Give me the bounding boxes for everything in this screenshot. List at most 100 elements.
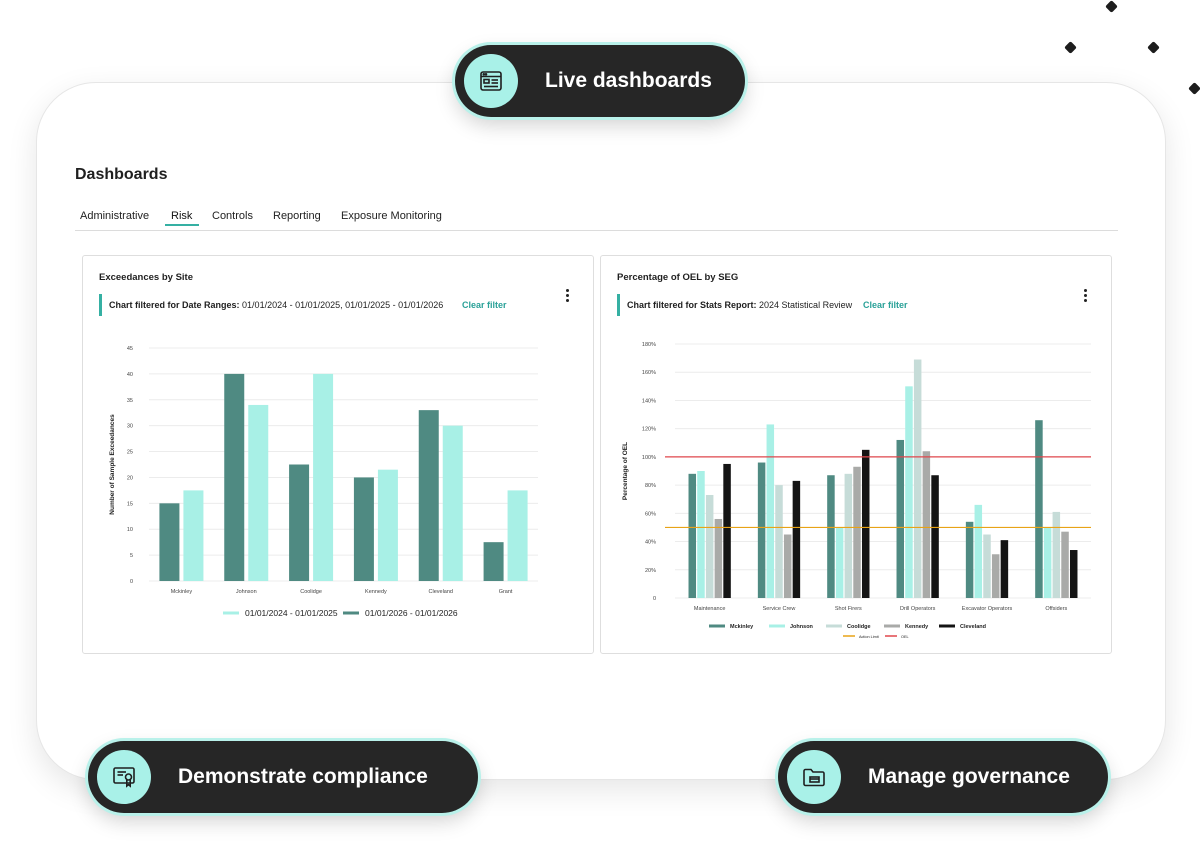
demonstrate-compliance-callout: Demonstrate compliance <box>88 741 478 813</box>
y-tick-label: 15 <box>127 501 133 507</box>
bar <box>913 359 922 598</box>
bar <box>183 490 204 581</box>
page-title: Dashboards <box>75 166 168 183</box>
exceedances-chart: 0 5 10 15 20 25 30 35 40 45 Number of Sample Excee… <box>109 346 538 618</box>
legend-label: OEL <box>901 635 909 639</box>
panel-title: Percentage of OEL by SEG <box>617 272 739 283</box>
bar <box>905 386 913 598</box>
bar <box>507 490 528 581</box>
dashboard-window-icon <box>464 54 518 108</box>
y-tick-label: 160% <box>642 370 656 376</box>
filter-text: Chart filtered for Date Ranges: 01/01/20… <box>109 300 443 310</box>
bar <box>723 463 731 598</box>
x-tick-label: Johnson <box>236 589 257 595</box>
folder-icon <box>787 750 841 804</box>
y-axis-label: Number of Sample Exceedances <box>109 414 116 515</box>
oel-chart: 0 20% 40% 60% 80% 100% 120% 140% 160% 180% Percent… <box>622 342 1091 639</box>
bar <box>775 485 783 598</box>
bar <box>792 480 801 598</box>
decorative-dot <box>1147 41 1160 54</box>
filter-label: Chart filtered for Stats Report: <box>627 300 757 310</box>
bar <box>766 424 775 598</box>
active-tab-indicator <box>165 224 199 226</box>
more-options-icon[interactable] <box>1083 289 1087 303</box>
bar <box>418 410 439 581</box>
y-tick-label: 60% <box>645 511 656 517</box>
y-tick-label: 0 <box>653 596 656 602</box>
decorative-dot <box>1064 41 1077 54</box>
bar <box>688 473 697 598</box>
clear-filter-link[interactable]: Clear filter <box>462 300 507 310</box>
exceedances-panel: Exceedances by Site Chart filtered for D… <box>82 255 594 654</box>
legend-label: Coolidge <box>847 624 871 630</box>
callout-label: Live dashboards <box>545 69 712 92</box>
bar <box>714 518 723 598</box>
bar <box>974 504 983 598</box>
y-tick-label: 180% <box>642 342 656 348</box>
y-tick-label: 40% <box>645 540 656 546</box>
bar <box>697 471 705 598</box>
x-tick-label: Shot Firers <box>835 606 862 612</box>
y-tick-label: 20 <box>127 475 133 481</box>
live-dashboards-callout: Live dashboards <box>455 45 745 117</box>
legend-label: Mckinley <box>730 624 754 630</box>
tab-risk[interactable]: Risk <box>171 210 193 222</box>
tab-bar: Administrative Risk Controls Reporting E… <box>75 208 1118 231</box>
bar <box>896 439 905 598</box>
bar <box>159 503 180 581</box>
bar <box>442 425 463 581</box>
legend-label: Action Limit <box>859 635 880 639</box>
y-tick-label: 40 <box>127 372 133 378</box>
more-options-icon[interactable] <box>565 289 569 303</box>
bar <box>861 449 870 598</box>
y-tick-label: 20% <box>645 568 656 574</box>
manage-governance-callout: Manage governance <box>778 741 1108 813</box>
y-tick-label: 30 <box>127 424 133 430</box>
y-tick-label: 10 <box>127 527 133 533</box>
legend-label: 01/01/2026 - 01/01/2026 <box>365 608 458 618</box>
bar <box>353 477 374 581</box>
legend-label: Cleveland <box>960 624 986 630</box>
certificate-icon <box>97 750 151 804</box>
panel-title: Exceedances by Site <box>99 272 193 283</box>
x-tick-label: Grant <box>499 589 513 595</box>
bar <box>483 542 504 581</box>
bar <box>1000 540 1009 598</box>
bar <box>983 534 991 598</box>
bar <box>1061 531 1069 598</box>
x-tick-label: Excavator Operators <box>962 606 1013 612</box>
clear-filter-link[interactable]: Clear filter <box>863 300 908 310</box>
tab-reporting[interactable]: Reporting <box>273 210 321 222</box>
bar <box>827 475 835 598</box>
bar <box>844 473 853 598</box>
bar <box>931 475 939 598</box>
x-tick-label: Mckinley <box>171 589 193 595</box>
bar <box>835 527 844 598</box>
tab-controls[interactable]: Controls <box>212 210 253 222</box>
y-tick-label: 25 <box>127 450 133 456</box>
legend-label: Kennedy <box>905 624 929 630</box>
bar <box>248 404 269 581</box>
tab-exposure-monitoring[interactable]: Exposure Monitoring <box>341 210 442 222</box>
tab-administrative[interactable]: Administrative <box>80 210 150 222</box>
filter-indicator <box>99 294 102 316</box>
legend-label: Johnson <box>790 624 814 630</box>
x-tick-label: Service Crew <box>763 606 796 612</box>
bar <box>965 521 974 598</box>
bar <box>922 451 931 598</box>
y-tick-label: 0 <box>130 579 133 585</box>
y-tick-label: 100% <box>642 455 656 461</box>
y-tick-label: 45 <box>127 346 133 352</box>
x-tick-label: Maintenance <box>694 606 726 612</box>
x-tick-label: Coolidge <box>300 589 322 595</box>
callout-label: Manage governance <box>868 765 1070 788</box>
y-axis-label: Percentage of OEL <box>622 442 629 500</box>
x-tick-label: Offsiders <box>1045 606 1067 612</box>
bar <box>1069 550 1078 598</box>
x-tick-label: Cleveland <box>429 589 453 595</box>
bar <box>1035 420 1043 598</box>
bar <box>313 373 334 581</box>
filter-value: 2024 Statistical Review <box>759 300 853 310</box>
y-tick-label: 120% <box>642 427 656 433</box>
y-tick-label: 5 <box>130 553 133 559</box>
